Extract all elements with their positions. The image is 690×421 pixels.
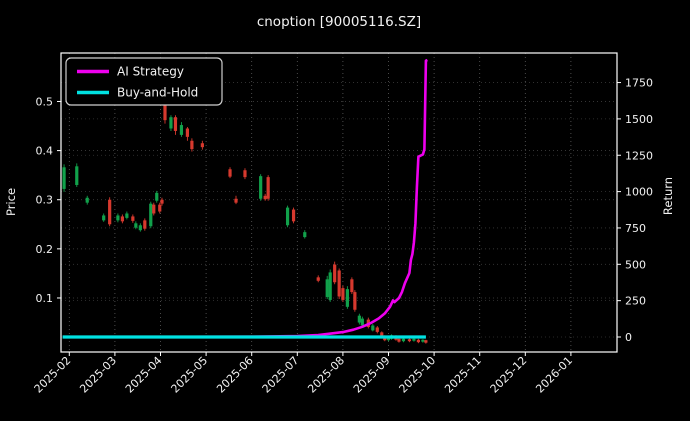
candle-body — [152, 204, 156, 214]
return-tick-label: 750 — [625, 222, 646, 235]
candle-body — [397, 338, 401, 342]
return-tick-label: 1000 — [625, 186, 653, 199]
candle-body — [337, 270, 341, 297]
candle-body — [401, 338, 406, 342]
candle-body — [160, 199, 164, 204]
candle-body — [102, 215, 106, 221]
candle-body — [185, 128, 190, 137]
candle-body — [179, 125, 184, 135]
chart-title: cnoption [90005116.SZ] — [257, 14, 421, 30]
candle-body — [116, 215, 120, 221]
candle-body — [328, 272, 332, 300]
candle-body — [375, 327, 379, 332]
x-tick-label: 2025-12 — [488, 354, 530, 396]
return-tick-label: 250 — [625, 295, 646, 308]
candle-body — [357, 315, 361, 323]
candle-body — [416, 339, 421, 343]
candle-body — [143, 220, 147, 229]
candle-body — [155, 192, 159, 201]
x-tick-label: 2025-09 — [351, 354, 393, 396]
candle-body — [291, 209, 296, 222]
left-axis-label: Price — [4, 188, 18, 216]
candle-body — [316, 277, 320, 281]
candle-body — [243, 170, 247, 178]
line-series — [62, 58, 428, 339]
candle-body — [85, 197, 89, 203]
candle-body — [259, 176, 263, 199]
price-tick-label: 0.4 — [36, 145, 54, 158]
candle-body — [108, 199, 112, 225]
price-tick-label: 0.5 — [36, 95, 54, 108]
candle-body — [131, 216, 135, 221]
x-tick-label: 2025-05 — [169, 354, 211, 396]
candlestick-series — [62, 95, 428, 344]
return-tick-label: 1750 — [625, 77, 653, 90]
x-tick-label: 2025-10 — [397, 354, 439, 396]
legend: AI Strategy Buy-and-Hold — [65, 57, 223, 106]
candle-body — [190, 140, 194, 150]
candle-body — [325, 279, 329, 297]
x-tick-label: 2025-07 — [260, 354, 302, 396]
candle-body — [371, 325, 375, 331]
candle-body — [266, 177, 270, 199]
candle-body — [333, 264, 337, 283]
return-tick-label: 0 — [625, 331, 632, 344]
candle-body — [421, 339, 425, 342]
candle-body — [263, 195, 267, 200]
candle-body — [350, 279, 354, 293]
candle-body — [412, 338, 416, 341]
candle-body — [353, 292, 357, 310]
candle-body — [138, 225, 142, 231]
right-axis-label: Return — [661, 177, 675, 215]
candle-body — [424, 340, 428, 343]
candle-body — [169, 117, 173, 129]
price-tick-label: 0.1 — [36, 292, 54, 305]
candle-body — [75, 166, 79, 185]
return-tick-label: 1250 — [625, 149, 653, 162]
ai-strategy-line — [64, 58, 428, 339]
candle-body — [149, 203, 153, 227]
x-tick-label: 2026-01 — [533, 354, 575, 396]
x-tick-label: 2025-02 — [32, 354, 74, 396]
candle-body — [158, 204, 162, 212]
candle-body — [303, 232, 307, 238]
x-tick-label: 2025-06 — [214, 354, 256, 396]
return-tick-label: 1500 — [625, 113, 653, 126]
candle-body — [228, 169, 232, 177]
legend-buy-and-hold-label: Buy-and-Hold — [117, 86, 198, 100]
candle-body — [134, 223, 138, 228]
x-tick-label: 2025-11 — [442, 354, 484, 396]
candle-body — [173, 117, 178, 131]
candle-body — [380, 332, 384, 338]
candle-body — [386, 337, 391, 341]
candle-body — [407, 339, 412, 342]
x-tick-label: 2025-04 — [123, 354, 165, 396]
x-tick-label: 2025-08 — [305, 354, 347, 396]
candle-body — [120, 216, 124, 222]
candle-body — [163, 101, 167, 121]
candle-body — [62, 167, 66, 189]
candle-body — [360, 318, 364, 326]
axis-ticks — [57, 82, 621, 356]
candle-body — [285, 207, 290, 226]
candle-body — [125, 213, 129, 218]
price-tick-label: 0.2 — [36, 243, 54, 256]
candle-body — [234, 198, 238, 203]
candle-body — [345, 289, 349, 307]
plot-frame — [60, 52, 618, 353]
x-tick-label: 2025-03 — [77, 354, 119, 396]
legend-ai-strategy-label: AI Strategy — [117, 65, 184, 79]
return-tick-label: 500 — [625, 258, 646, 271]
candle-body — [341, 288, 345, 300]
candle-body — [200, 143, 204, 148]
price-tick-label: 0.3 — [36, 194, 54, 207]
axis-tick-labels: 2025-02 2025-03 2025-04 2025-05 2025-06 2025-… — [32, 77, 653, 396]
